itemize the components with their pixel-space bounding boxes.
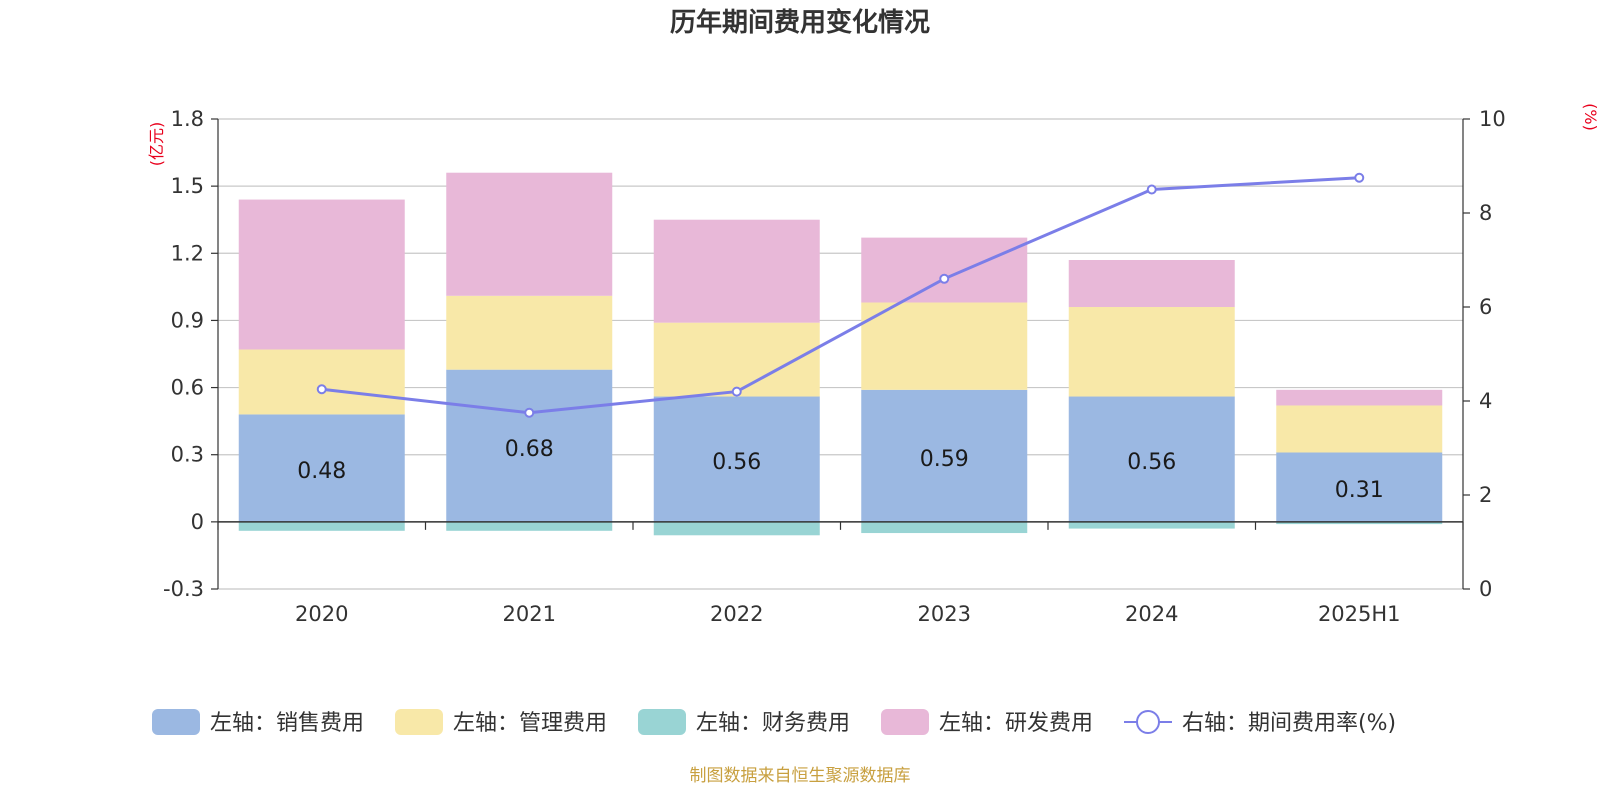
legend-label: 左轴：财务费用 [696,711,850,736]
rate-point [1354,172,1365,183]
axes: 1.8 1.5 1.2 0.9 0.6 0.3 0 -0.3 10 8 6 4 2 0 (亿元) (%) 202… [147,103,1600,626]
bar-segment [653,219,820,323]
bar-segment [861,521,1028,534]
bar-segment [861,389,1028,522]
x-tick-label: 2023 [918,602,971,626]
right-tick-label: 4 [1479,389,1492,413]
rate-point [731,386,742,397]
left-tick-label: -0.3 [163,577,204,601]
bar-segment [1068,521,1235,529]
bar-segment [653,322,820,397]
legend-item[interactable]: 右轴：期间费用率(%) [1124,710,1396,736]
right-tick-label: 2 [1479,483,1492,507]
left-tick-label: 0 [191,510,204,534]
bar-segment [446,295,613,370]
legend-label: 左轴：销售费用 [210,711,364,736]
bar-segment [238,414,405,522]
bar-data-label: 0.48 [297,459,346,484]
bar-segment [653,521,820,536]
left-tick-label: 0.9 [171,308,204,332]
legend-item[interactable]: 左轴：研发费用 [881,709,1093,736]
legend-swatch [152,709,200,735]
bars [238,172,1443,536]
bar-segment [861,237,1028,303]
x-tick-label: 2021 [503,602,556,626]
left-tick-label: 1.5 [171,174,204,198]
legend-swatch [881,709,929,735]
source-note: 制图数据来自恒生聚源数据库 [690,766,911,786]
right-tick-label: 8 [1479,201,1492,225]
legend-marker [1136,710,1160,734]
left-tick-label: 1.2 [171,241,204,265]
bar-segment [861,302,1028,390]
rate-point [939,273,950,284]
left-axis-unit: (亿元) [147,122,166,167]
bar-data-label: 0.68 [505,437,554,462]
left-tick-label: 1.8 [171,107,204,131]
bar-segment [238,199,405,350]
bar-segment [1276,389,1443,406]
legend-item[interactable]: 左轴：管理费用 [395,709,607,736]
right-tick-label: 10 [1479,107,1506,131]
chart-title: 历年期间费用变化情况 [670,7,930,38]
bar-data-label: 0.31 [1335,478,1384,503]
bar-segment [1068,307,1235,397]
legend-swatch [395,709,443,735]
bar-segment [1276,452,1443,522]
x-tick-label: 2022 [710,602,763,626]
x-tick-label: 2024 [1125,602,1178,626]
bar-segment [446,369,613,522]
legend-swatch [638,709,686,735]
bar-segment [1276,521,1443,525]
right-tick-label: 6 [1479,295,1492,319]
left-tick-label: 0.6 [171,376,204,400]
rate-point [524,407,535,418]
right-axis-unit: (%) [1581,103,1600,131]
x-tick-label: 2020 [295,602,348,626]
rate-point [1146,184,1157,195]
legend-label: 左轴：管理费用 [453,711,607,736]
legend-label: 左轴：研发费用 [939,711,1093,736]
rate-line [316,172,1365,418]
bar-segment [446,172,613,296]
bar-segment [238,349,405,415]
rate-point [316,384,327,395]
bar-segment [1068,396,1235,522]
bar-data-label: 0.56 [1127,450,1176,475]
legend-item[interactable]: 左轴：财务费用 [638,709,850,736]
data-labels: 0.48 0.68 0.56 0.59 0.56 0.31 [297,437,1383,503]
bar-data-label: 0.56 [712,450,761,475]
right-tick-label: 0 [1479,577,1492,601]
legend-item[interactable]: 左轴：销售费用 [152,709,364,736]
bar-segment [1068,260,1235,307]
rate-line-path [321,176,1360,415]
bar-segment [1276,405,1443,453]
left-tick-label: 0.3 [171,443,204,467]
bar-segment [238,521,405,531]
bar-segment [446,521,613,531]
x-tick-label: 2025H1 [1318,602,1401,626]
bar-segment [653,396,820,522]
legend-label: 右轴：期间费用率(%) [1182,711,1396,736]
legend[interactable]: 左轴：销售费用 左轴：管理费用 左轴：财务费用 左轴：研发费用 右轴：期间费用率(%) [152,709,1396,736]
bar-data-label: 0.59 [920,447,969,472]
